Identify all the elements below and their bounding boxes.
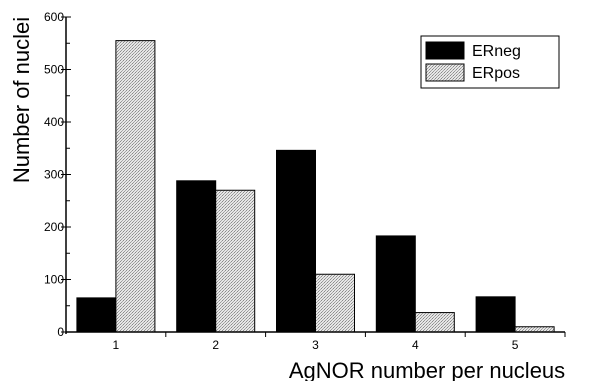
legend-label-erneg: ERneg [472, 43, 521, 60]
legend: ERneg ERpos [420, 35, 560, 89]
bar-erneg-1 [76, 297, 117, 333]
y-tick-label: 600 [44, 10, 64, 24]
x-tick-label: 5 [512, 338, 519, 352]
legend-swatch-erneg [425, 41, 465, 60]
y-tick-label: 500 [44, 63, 64, 77]
x-tick-label: 1 [113, 338, 120, 352]
legend-label-erpos: ERpos [472, 65, 520, 82]
x-tick-label: 2 [212, 338, 219, 352]
x-tick-label: 4 [412, 338, 419, 352]
axes: 0 100 200 300 400 500 600 1 2 3 4 5 [44, 10, 566, 352]
bar-erneg-2 [176, 180, 217, 333]
y-tick-label: 0 [57, 325, 64, 339]
y-tick-label: 100 [44, 273, 64, 287]
bar-erpos-5 [514, 326, 555, 333]
bar-erpos-3 [315, 273, 355, 333]
y-axis-title: Number of nuclei [9, 17, 34, 183]
bar-erpos-1 [115, 40, 156, 333]
legend-swatch-erpos [425, 63, 465, 82]
y-tick-label: 200 [44, 220, 64, 234]
y-tick-label: 400 [44, 115, 64, 129]
x-axis-title: AgNOR number per nucleus [289, 358, 565, 381]
bar-erneg-3 [276, 149, 316, 333]
bar-erneg-4 [375, 235, 416, 333]
y-tick-label: 300 [44, 168, 64, 182]
x-tick-label: 3 [312, 338, 319, 352]
bar-erpos-4 [414, 312, 455, 333]
bar-erpos-2 [215, 189, 256, 333]
bar-erneg-5 [475, 296, 516, 333]
bars [76, 40, 555, 333]
